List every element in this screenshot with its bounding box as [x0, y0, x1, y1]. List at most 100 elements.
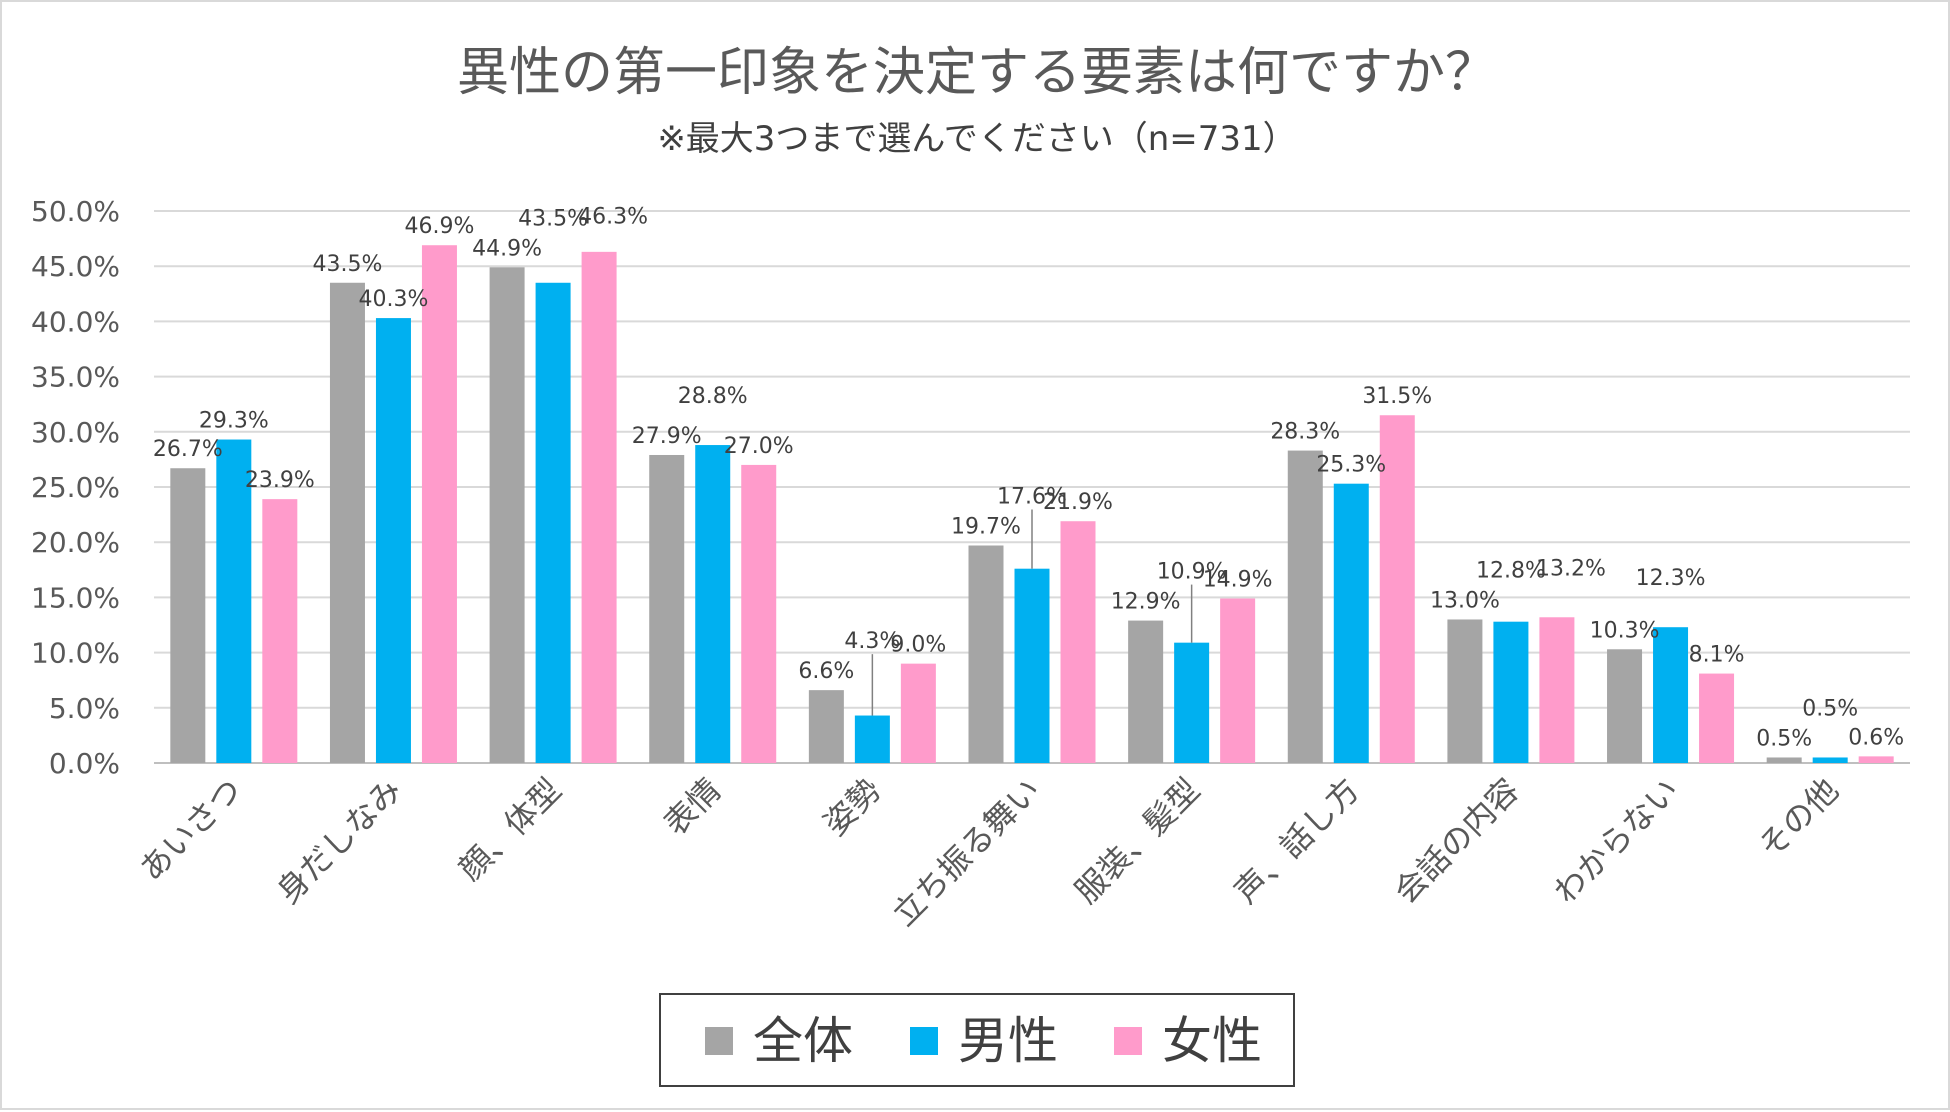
y-tick-label: 30.0% [31, 416, 120, 449]
y-tick-label: 35.0% [31, 361, 120, 394]
bar [695, 445, 731, 763]
legend-frame [659, 993, 1295, 1087]
data-label: 6.6% [798, 659, 854, 684]
y-tick-label: 50.0% [31, 195, 120, 228]
data-label: 46.9% [405, 214, 475, 239]
bar [375, 318, 411, 763]
x-category-label: その他 [1751, 771, 1846, 866]
bar [1812, 757, 1848, 763]
data-label: 21.9% [1043, 490, 1113, 515]
bar [1128, 620, 1164, 763]
data-label: 12.8% [1476, 558, 1546, 583]
data-label: 10.9% [1157, 560, 1227, 585]
x-category-label: 会話の内容 [1387, 771, 1527, 911]
data-label: 27.0% [724, 434, 794, 459]
legend-label: 女性 [1162, 1012, 1262, 1070]
bar [1060, 521, 1096, 763]
y-tick-label: 25.0% [31, 471, 120, 504]
data-labels: 26.7% 29.3% 23.9% 43.5% 40.3% 46.9%44.9% 43.5%… [153, 204, 1904, 751]
legend-label: 全体 [753, 1012, 853, 1070]
bar [1447, 619, 1483, 763]
bar [1493, 621, 1529, 763]
x-category-label: 身だしなみ [269, 771, 409, 911]
data-label: 17.6% [997, 485, 1067, 510]
y-tick-label: 20.0% [31, 526, 120, 559]
data-label: 29.3% [199, 409, 269, 434]
bar [421, 245, 457, 763]
y-tick-label: 0.0% [49, 747, 120, 780]
x-category-label: 姿勢 [816, 771, 888, 843]
data-label: 44.9% [472, 236, 542, 261]
legend-swatch [910, 1027, 938, 1055]
y-tick-label: 5.0% [49, 692, 120, 725]
bar [216, 439, 252, 763]
bar [489, 267, 525, 763]
bar [808, 690, 844, 763]
data-label: 0.5% [1802, 696, 1858, 721]
data-label: 0.6% [1848, 725, 1904, 750]
x-category-label: 顔、体型 [451, 771, 568, 888]
data-label: 28.8% [678, 384, 748, 409]
x-category-label: わからない [1546, 771, 1686, 911]
y-tick-label: 45.0% [31, 250, 120, 283]
data-label: 14.9% [1203, 568, 1273, 593]
data-label: 26.7% [153, 437, 223, 462]
bar [1287, 450, 1323, 763]
legend-label: 男性 [958, 1012, 1058, 1070]
bar [1539, 617, 1575, 763]
x-category-label: あいさつ [132, 771, 249, 888]
bar [968, 545, 1004, 763]
y-tick-label: 40.0% [31, 305, 120, 338]
bar [1174, 642, 1210, 763]
data-label: 12.9% [1111, 590, 1181, 615]
data-label: 19.7% [951, 515, 1021, 540]
data-label: 23.9% [245, 468, 315, 493]
data-label: 12.3% [1636, 566, 1706, 591]
data-label: 13.2% [1536, 556, 1606, 581]
x-category-label: 服装、髪型 [1067, 771, 1207, 911]
legend-swatch [705, 1027, 733, 1055]
bar [1379, 415, 1415, 763]
data-label: 43.5% [518, 206, 588, 231]
data-label: 46.3% [578, 204, 648, 229]
bar [1014, 568, 1050, 763]
legend-swatch [1114, 1027, 1142, 1055]
data-label: 25.3% [1316, 453, 1386, 478]
bar [170, 468, 206, 763]
data-label: 27.9% [632, 424, 702, 449]
y-tick-label: 15.0% [31, 581, 120, 614]
bar [1333, 483, 1369, 763]
data-label: 31.5% [1362, 384, 1432, 409]
bar [535, 282, 571, 763]
bar [1607, 649, 1643, 763]
bar [1858, 756, 1894, 763]
x-category-label: 声、話し方 [1227, 771, 1367, 911]
y-axis-ticks: 0.0% 5.0% 10.0% 15.0% 20.0% 25.0% 30.0% 35.0% 40… [31, 195, 120, 780]
bar [262, 499, 298, 763]
y-tick-label: 10.0% [31, 637, 120, 670]
bar [854, 715, 890, 763]
data-label: 10.3% [1590, 618, 1660, 643]
x-category-label: 立ち振る舞い [885, 771, 1048, 934]
chart-title: 異性の第一印象を決定する要素は何ですか？ [457, 43, 1497, 103]
bar [1766, 757, 1802, 763]
bars [170, 245, 1894, 763]
data-label: 13.0% [1430, 588, 1500, 613]
legend: 全体 男性 女性 [659, 993, 1295, 1087]
data-label: 8.1% [1689, 643, 1745, 668]
data-label: 40.3% [359, 287, 429, 312]
bar [1699, 673, 1735, 763]
chart-subtitle: ※最大3つまで選んでください（n=731） [657, 119, 1296, 159]
data-label: 28.3% [1270, 420, 1340, 445]
bar [1653, 627, 1689, 763]
bar [900, 663, 936, 763]
bar [649, 454, 685, 763]
data-label: 43.5% [313, 252, 383, 277]
bar [329, 282, 365, 763]
data-label: 0.5% [1756, 726, 1812, 751]
data-label: 9.0% [890, 633, 946, 658]
data-label: 4.3% [844, 629, 900, 654]
